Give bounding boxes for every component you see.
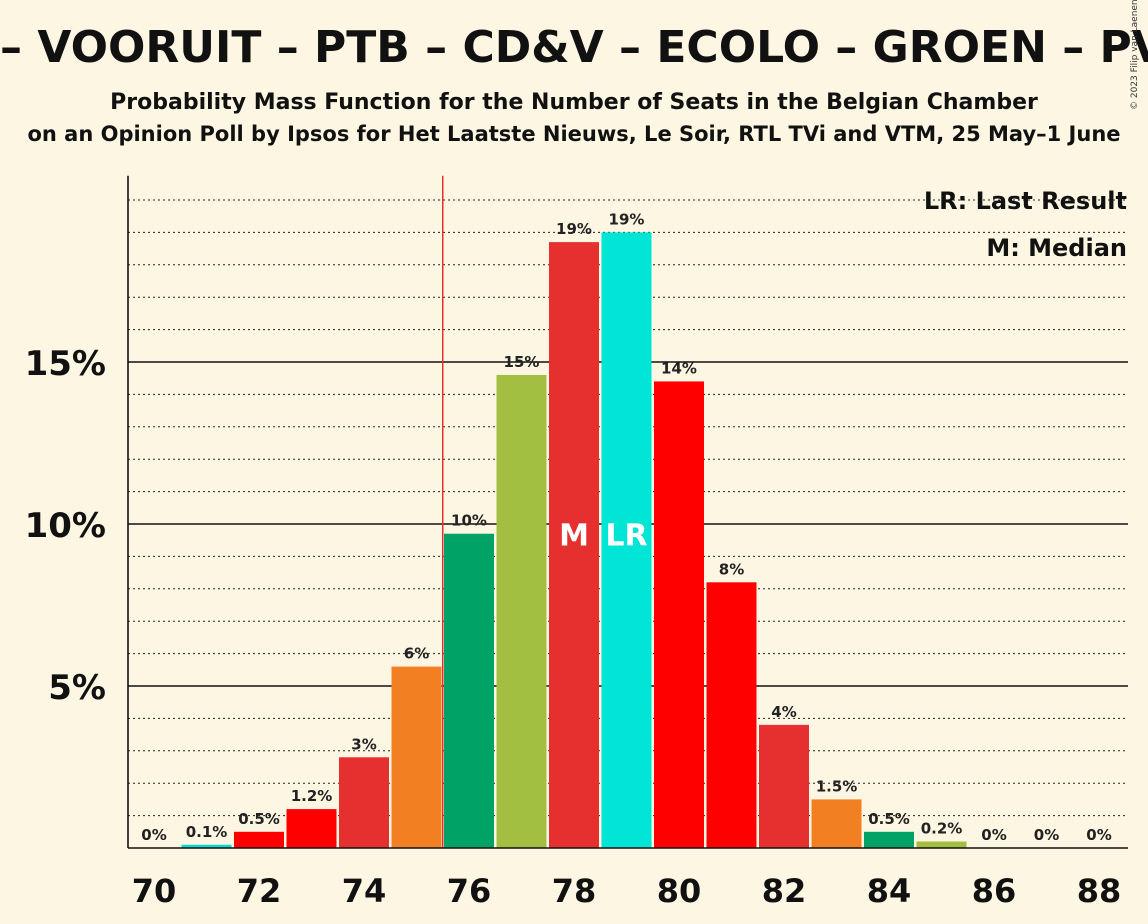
chart-subtitle: Probability Mass Function for the Number…: [110, 90, 1038, 115]
bar-value-label: 8%: [719, 560, 744, 578]
legend-median: M: Median: [986, 234, 1127, 262]
bar-value-label: 0.1%: [186, 823, 228, 841]
bar: [706, 582, 757, 848]
bar-value-label: 0%: [1086, 826, 1111, 844]
chart-title: – VOORUIT – PTB – CD&V – ECOLO – GROEN –…: [0, 22, 1148, 73]
bar: [654, 381, 704, 848]
x-tick-label: 88: [1077, 872, 1122, 910]
bar: [444, 533, 494, 848]
bar-value-label: 0.5%: [868, 810, 910, 828]
bar: [496, 374, 547, 848]
bar-value-label: 0%: [981, 826, 1006, 844]
legend-last-result: LR: Last Result: [924, 187, 1127, 215]
y-tick-label: 5%: [48, 668, 106, 708]
bar: [759, 724, 809, 848]
bar-value-label: 10%: [451, 512, 487, 530]
bar: [234, 831, 284, 848]
bar-value-label: 0%: [141, 826, 166, 844]
bar-labels: 0% 0.1% 0.5% 1.2% 3% 6% 10% 15% 19% M 19% LR 14% 8% 4%…: [141, 210, 1111, 844]
y-tick-label: 10%: [25, 506, 106, 546]
last-result-marker: LR: [605, 519, 647, 554]
x-tick-label: 86: [972, 872, 1017, 910]
bar: [391, 666, 442, 848]
bar: [549, 242, 599, 848]
x-tick-label: 78: [552, 872, 597, 910]
x-tick-label: 76: [447, 872, 492, 910]
x-tick-label: 80: [657, 872, 702, 910]
bar: [181, 844, 232, 848]
median-marker: M: [559, 519, 589, 554]
bars: [181, 232, 967, 848]
bar-value-label: 1.2%: [291, 787, 333, 805]
x-tick-label: 72: [237, 872, 282, 910]
bar-value-label: 1.5%: [816, 777, 858, 795]
x-tick-label: 82: [762, 872, 807, 910]
bar: [286, 809, 337, 848]
bar-value-label: 4%: [771, 703, 796, 721]
axes: 5% 10% 15% 70 72 74 76 78 80 82 84 86 88: [25, 175, 1128, 910]
bar-value-label: 19%: [609, 210, 645, 228]
bar-value-label: 6%: [404, 645, 429, 663]
bar-value-label: 0%: [1034, 826, 1059, 844]
x-tick-label: 74: [342, 872, 387, 910]
bar: [811, 799, 862, 848]
bar-value-label: 14%: [661, 359, 697, 377]
bar: [601, 232, 652, 848]
x-tick-label: 70: [132, 872, 177, 910]
bar-value-label: 3%: [351, 735, 376, 753]
bar: [916, 841, 967, 848]
bar-value-label: 19%: [556, 220, 592, 238]
bar-value-label: 15%: [504, 353, 540, 371]
bar-value-label: 0.2%: [921, 820, 963, 838]
bar: [339, 757, 389, 848]
bar: [864, 831, 914, 848]
chart-source-line: on an Opinion Poll by Ipsos for Het Laat…: [27, 122, 1121, 146]
y-tick-label: 15%: [25, 344, 106, 384]
x-tick-label: 84: [867, 872, 912, 910]
bar-value-label: 0.5%: [238, 810, 280, 828]
